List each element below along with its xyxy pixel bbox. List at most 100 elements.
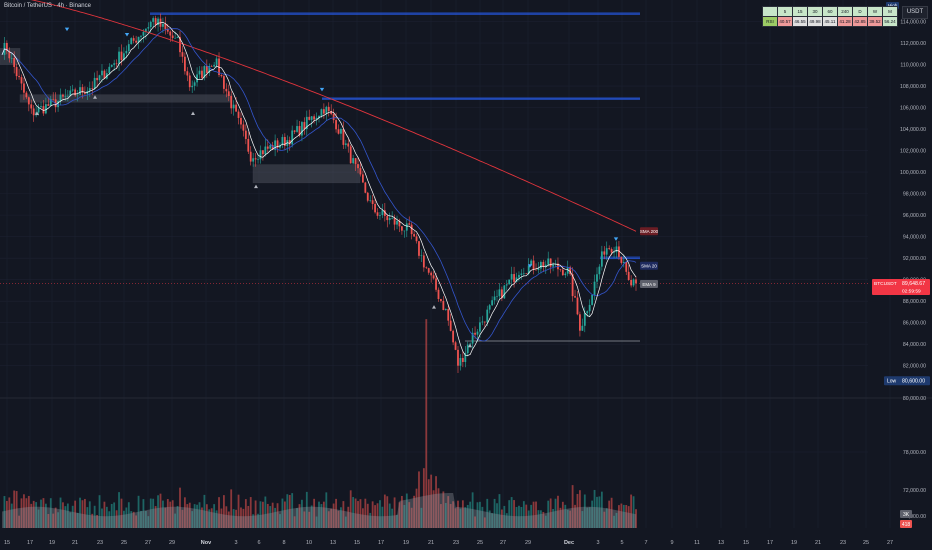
- low-tag-label: Low: [887, 379, 897, 385]
- time-tick-label[interactable]: 6: [257, 540, 260, 546]
- candle-body: [352, 158, 355, 164]
- price-tick-label[interactable]: 108,000.00: [900, 84, 926, 90]
- volume-bar: [291, 493, 294, 528]
- time-tick-label[interactable]: 25: [477, 540, 483, 546]
- price-tick-label[interactable]: 86,000.00: [903, 321, 926, 327]
- time-tick-label[interactable]: 27: [500, 540, 506, 546]
- time-tick-label[interactable]: 8: [282, 540, 285, 546]
- time-tick-label[interactable]: 9: [670, 540, 673, 546]
- candle-body: [361, 174, 364, 183]
- candle-body: [71, 89, 74, 91]
- price-tick-label[interactable]: 82,000.00: [903, 364, 926, 370]
- buy-signal-marker: [254, 184, 258, 189]
- time-tick-label[interactable]: 3: [596, 540, 599, 546]
- price-tick-label[interactable]: 98,000.00: [903, 192, 926, 198]
- price-tick-label[interactable]: 114,000.00: [900, 20, 926, 26]
- candle-body: [337, 129, 340, 134]
- candle-body: [522, 273, 525, 274]
- volume-bar: [437, 488, 440, 528]
- time-tick-label[interactable]: 23: [840, 540, 846, 546]
- price-tick-label[interactable]: 100,000.00: [900, 170, 926, 176]
- price-tick-label[interactable]: 96,000.00: [903, 213, 926, 219]
- volume-bar: [113, 502, 116, 528]
- volume-bar: [410, 507, 413, 528]
- time-tick-label[interactable]: 27: [887, 540, 893, 546]
- time-tick-label[interactable]: 17: [27, 540, 33, 546]
- time-tick-label[interactable]: 25: [863, 540, 869, 546]
- price-tick-label[interactable]: 102,000.00: [900, 149, 926, 155]
- candle-body: [62, 94, 64, 97]
- candle-body: [618, 246, 620, 257]
- candle-body: [476, 331, 479, 335]
- time-tick-label[interactable]: 13: [718, 540, 724, 546]
- volume-bar: [618, 505, 620, 528]
- volume-bar: [32, 500, 35, 528]
- time-axis[interactable]: 15 17 19 21 23 25 27 29 Nov 3 6 8 10 13 15 17 19 21 23 25 27…: [4, 540, 893, 546]
- time-tick-label[interactable]: 19: [49, 540, 55, 546]
- time-tick-label[interactable]: 15: [743, 540, 749, 546]
- price-tick-label[interactable]: 84,000.00: [903, 342, 926, 348]
- time-tick-label[interactable]: 25: [121, 540, 127, 546]
- candle-body: [32, 108, 35, 116]
- time-tick-label[interactable]: Dec: [564, 540, 574, 546]
- candle-body: [269, 145, 272, 149]
- time-tick-label[interactable]: Nov: [201, 540, 212, 546]
- price-tick-label[interactable]: 112,000.00: [900, 41, 926, 47]
- time-tick-label[interactable]: 21: [428, 540, 434, 546]
- volume-bar: [581, 511, 584, 528]
- price-tick-label[interactable]: 104,000.00: [900, 127, 926, 133]
- candle-body: [203, 66, 206, 78]
- candle-body: [23, 83, 25, 93]
- time-tick-label[interactable]: 21: [72, 540, 78, 546]
- time-tick-label[interactable]: 19: [791, 540, 797, 546]
- candle-body: [320, 109, 323, 116]
- volume-bar: [108, 511, 111, 528]
- volume-bar: [508, 500, 511, 528]
- time-tick-label[interactable]: 15: [354, 540, 360, 546]
- price-axis[interactable]: 78,000.00 80,000.00 82,000.00 84,000.00 86,0…: [900, 20, 926, 520]
- candle-body: [291, 130, 294, 145]
- candle-body: [364, 182, 367, 193]
- currency-selector[interactable]: USDT: [902, 6, 928, 19]
- time-tick-label[interactable]: 3: [234, 540, 237, 546]
- time-tick-label[interactable]: 5: [620, 540, 623, 546]
- time-tick-label[interactable]: 29: [169, 540, 175, 546]
- price-tick-label[interactable]: 80,000.00: [903, 396, 926, 402]
- candle-body: [596, 274, 598, 282]
- volume-bar: [525, 504, 528, 528]
- time-tick-label[interactable]: 11: [694, 540, 700, 546]
- candle-body: [15, 67, 18, 77]
- candle-body: [223, 76, 225, 89]
- price-tick-label[interactable]: 78,000.00: [903, 450, 926, 456]
- price-tick-label[interactable]: 110,000.00: [900, 63, 926, 69]
- time-tick-label[interactable]: 29: [525, 540, 531, 546]
- time-tick-label[interactable]: 17: [378, 540, 384, 546]
- time-tick-label[interactable]: 27: [145, 540, 151, 546]
- volume-bar: [349, 490, 352, 528]
- volume-bar: [298, 504, 301, 528]
- tf-corner: [762, 6, 778, 17]
- candle-body: [281, 137, 284, 145]
- time-tick-label[interactable]: 15: [4, 540, 10, 546]
- candle-body: [574, 296, 576, 298]
- time-tick-label[interactable]: 23: [97, 540, 103, 546]
- price-tick-label[interactable]: 92,000.00: [903, 256, 926, 262]
- time-tick-label[interactable]: 10: [306, 540, 312, 546]
- time-tick-label[interactable]: 21: [815, 540, 821, 546]
- time-tick-label[interactable]: 23: [453, 540, 459, 546]
- volume-bar: [544, 515, 547, 528]
- price-tick-label[interactable]: 106,000.00: [900, 106, 926, 112]
- volume-bar: [30, 503, 33, 528]
- time-tick-label[interactable]: 13: [330, 540, 336, 546]
- symbol-title[interactable]: Bitcoin / TetherUS · 4h · Binance: [4, 3, 91, 9]
- time-tick-label[interactable]: 19: [403, 540, 409, 546]
- time-tick-label[interactable]: 7: [644, 540, 647, 546]
- price-tick-label[interactable]: 94,000.00: [903, 235, 926, 241]
- candle-body: [288, 140, 291, 145]
- volume-bar: [425, 319, 428, 528]
- price-tick-label[interactable]: 88,000.00: [903, 299, 926, 305]
- volume-bar: [240, 507, 242, 528]
- time-tick-label[interactable]: 17: [767, 540, 773, 546]
- candle-body: [564, 273, 567, 276]
